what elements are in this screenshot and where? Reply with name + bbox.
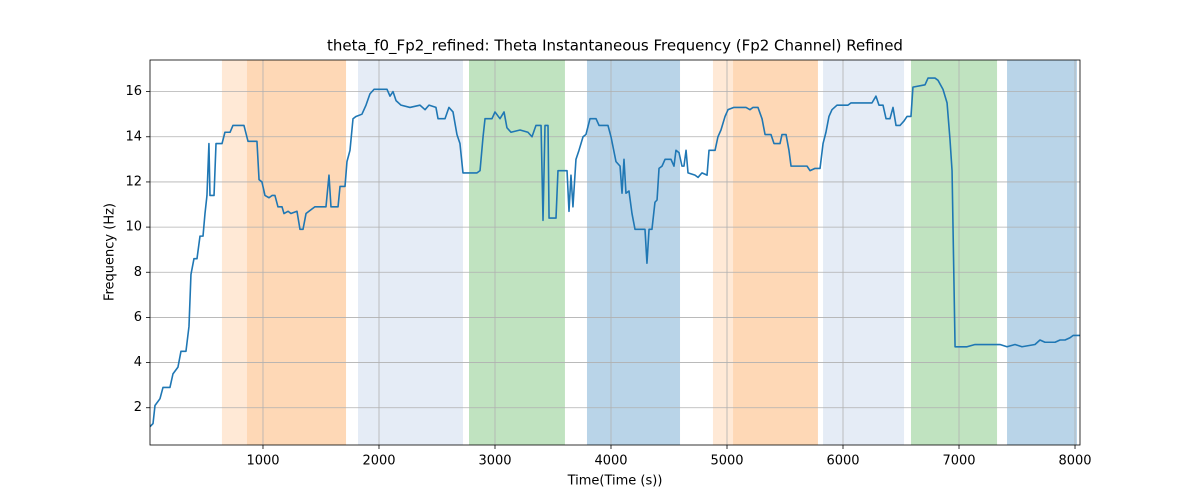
x-tick-label: 3000 [478,454,511,469]
shaded-band [586,60,681,445]
chart-title: theta_f0_Fp2_refined: Theta Instantaneou… [327,37,903,56]
plot-frame [149,59,1081,446]
x-tick-label: 7000 [942,454,975,469]
y-tick-label: 10 [125,220,142,235]
shaded-band [712,60,734,445]
y-tick-label: 6 [134,310,142,325]
grid [150,60,1080,445]
shaded-band [1007,60,1077,445]
x-tick-label: 2000 [362,454,395,469]
x-tick-label: 6000 [826,454,859,469]
shaded-band [357,60,463,445]
x-tick-label: 5000 [710,454,743,469]
y-tick-label: 2 [134,400,142,415]
y-axis-label: Frequency (Hz) [103,203,118,301]
ticks: 1000 2000 3000 4000 5000 6000 7000 8000 2 4 6 8 10 12… [125,84,1091,468]
y-tick-label: 16 [125,84,142,99]
y-tick-label: 14 [125,129,142,144]
lines [150,77,1080,428]
shaded-band [246,60,347,445]
shaded-band [823,60,905,445]
y-tick-label: 4 [134,355,142,370]
shaded-band [733,60,818,445]
x-tick-label: 4000 [594,454,627,469]
x-tick-label: 8000 [1058,454,1091,469]
y-tick-label: 12 [125,174,142,189]
x-axis-label: Time(Time (s)) [567,474,663,489]
y-tick-label: 8 [134,265,142,280]
shaded-band [469,60,565,445]
shaded-band [221,60,247,445]
bands [221,60,1077,445]
data-line [150,77,1080,428]
x-tick-label: 1000 [246,454,279,469]
